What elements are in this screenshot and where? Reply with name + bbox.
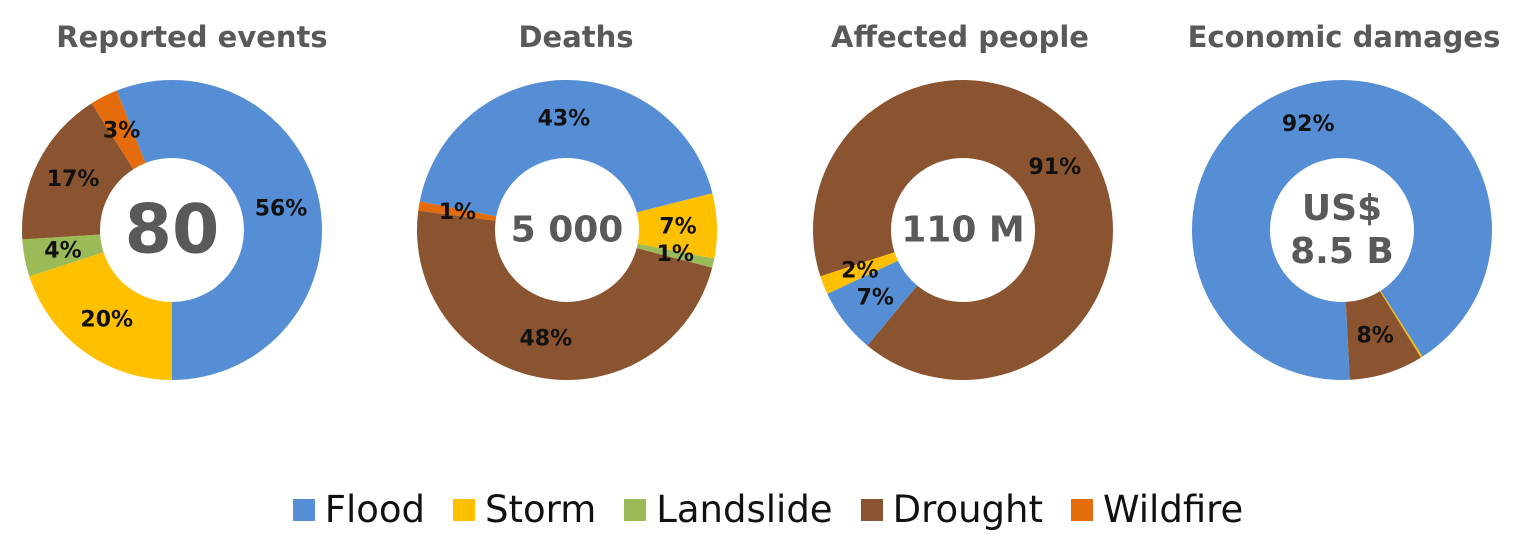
slice-drought (416, 210, 713, 381)
slice-drought (21, 103, 134, 240)
slice-label-storm: 2% (841, 258, 878, 283)
slice-landslide (22, 234, 104, 277)
slice-flood (1192, 80, 1492, 380)
chart-title: Deaths (518, 20, 634, 54)
chart-title: Reported events (56, 20, 328, 54)
center-label: US$ (1302, 188, 1382, 229)
center-label: 110 M (901, 210, 1025, 251)
chart-panel-economic-damages: Economic damages 92% 8% US$ 8.5 B (1152, 0, 1536, 440)
slice-label-drought: 91% (1028, 155, 1081, 180)
slice-storm (29, 252, 172, 380)
chart-panel-reported-events: Reported events 20% 4% 17% 3% 56% 80 (0, 0, 384, 440)
slice-label-flood: 7% (857, 286, 894, 311)
slice-label-drought: 48% (519, 326, 572, 351)
chart-title: Economic damages (1187, 20, 1501, 54)
slice-flood (116, 80, 322, 380)
slice-label-landslide: 1% (657, 242, 694, 267)
donut-chart: 91% 7% 2% 110 M (813, 80, 1113, 381)
slice-label-wildfire: 1% (439, 200, 476, 225)
chart-title: Affected people (831, 20, 1089, 54)
slice-drought (1345, 291, 1421, 380)
legend-item-storm: Storm (453, 488, 596, 531)
slice-storm (820, 252, 898, 294)
slice-label-flood: 56% (255, 197, 308, 222)
legend-label: Drought (892, 488, 1043, 531)
legend-label: Landslide (656, 488, 833, 531)
center-label: 80 (125, 191, 220, 270)
slice-wildfire (91, 90, 146, 170)
slice-flood (419, 79, 713, 217)
slice-drought (813, 80, 1113, 381)
legend-label: Wildfire (1103, 488, 1244, 531)
center-label: 8.5 B (1290, 231, 1394, 272)
slice-label-flood: 92% (1282, 112, 1335, 137)
center-label: 5 000 (511, 210, 624, 251)
slice-landslide (636, 243, 715, 268)
donut-chart: 1% 48% 1% 43% 7% 5 000 (416, 79, 717, 381)
chart-legend: Flood Storm Landslide Drought Wildfire (0, 488, 1536, 531)
chart-panel-affected-people: Affected people 91% 7% 2% 110 M (768, 0, 1152, 440)
donut-chart: 92% 8% US$8.5 B (1192, 80, 1492, 380)
legend-swatch (292, 498, 315, 521)
slice-flood (827, 260, 918, 346)
legend-label: Flood (324, 488, 426, 531)
slice-label-storm: 20% (80, 307, 133, 332)
legend-swatch (860, 498, 883, 521)
legend-label: Storm (485, 488, 597, 531)
slice-label-drought: 8% (1356, 323, 1393, 348)
chart-panel-deaths: Deaths 1% 48% 1% 43% 7% 5 000 (384, 0, 768, 440)
slice-storm (636, 193, 717, 259)
slice-label-landslide: 4% (44, 238, 81, 263)
legend-item-wildfire: Wildfire (1071, 488, 1243, 531)
slice-wildfire (418, 201, 497, 221)
legend-swatch (1071, 498, 1093, 521)
slice-storm (1379, 290, 1423, 358)
donut-chart: 20% 4% 17%3% 56% 80 (21, 80, 322, 380)
legend-item-flood: Flood (292, 488, 426, 531)
slice-label-drought: 17% (47, 167, 100, 192)
legend-item-drought: Drought (860, 488, 1043, 531)
slice-label-wildfire: 3% (103, 119, 140, 144)
legend-swatch (453, 498, 476, 521)
legend-item-landslide: Landslide (624, 488, 833, 531)
slice-label-storm: 7% (659, 214, 696, 239)
legend-swatch (624, 498, 647, 521)
slice-label-flood: 43% (538, 107, 591, 132)
